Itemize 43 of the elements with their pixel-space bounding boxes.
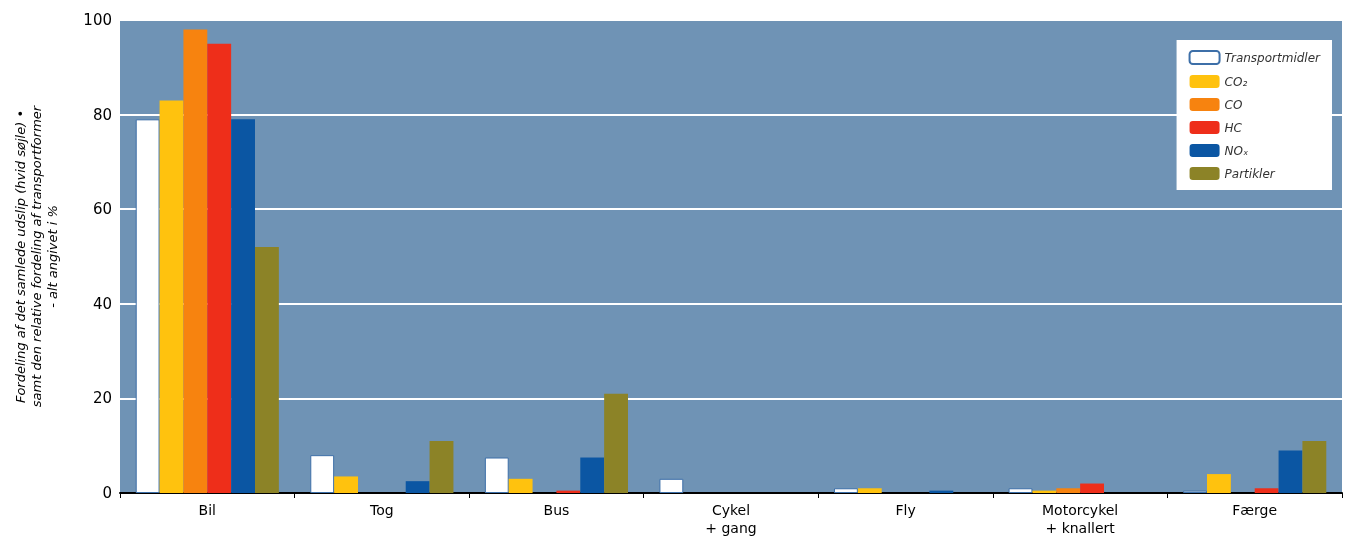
x-tick-label: Fly [895, 502, 916, 518]
bar [207, 43, 232, 493]
x-tick-label: Motorcykel + knallert [1042, 502, 1119, 536]
legend-label: Transportmidler [1224, 50, 1322, 65]
y-tick-label: 20 [92, 389, 112, 408]
bar [1056, 488, 1081, 493]
bar [405, 481, 430, 493]
bar [604, 393, 628, 493]
legend-label: HC [1224, 120, 1243, 135]
x-tick-label: Færge [1232, 502, 1278, 518]
legend-label: CO [1224, 97, 1243, 112]
bar [159, 100, 184, 493]
bar [508, 478, 533, 493]
bar [231, 119, 255, 493]
legend-label: NOₓ [1224, 143, 1249, 158]
bar [580, 457, 605, 493]
x-tick-label: Bus [543, 502, 570, 518]
bar [484, 457, 509, 493]
bar [1008, 488, 1033, 493]
x-tick-label: Tog [369, 502, 394, 518]
x-tick-label: Cykel + gang [705, 502, 757, 536]
y-axis-title: Fordeling af det samlede udslip (hvid søjle) • samt den relative fordeling af transportformer - alt angivet i % [12, 104, 60, 408]
bar [857, 488, 882, 493]
bar [834, 488, 858, 493]
y-tick-label: 60 [92, 200, 112, 219]
bar [429, 440, 454, 493]
legend-label: Partikler [1224, 166, 1276, 181]
y-tick-label: 0 [102, 484, 112, 502]
y-tick-label: 40 [92, 294, 112, 313]
bar [1302, 440, 1327, 493]
bar [1080, 483, 1104, 493]
y-tick-label: 100 [83, 11, 112, 29]
bar [255, 247, 279, 493]
bar [1207, 474, 1231, 493]
y-tick-label: 80 [92, 105, 112, 124]
bar [334, 476, 358, 493]
bar [1278, 450, 1303, 493]
bar [1254, 488, 1279, 493]
bar [659, 478, 684, 493]
bar [183, 29, 208, 493]
legend-label: CO₂ [1224, 74, 1248, 89]
bar [310, 455, 335, 493]
x-tick-label: Bil [198, 502, 216, 518]
